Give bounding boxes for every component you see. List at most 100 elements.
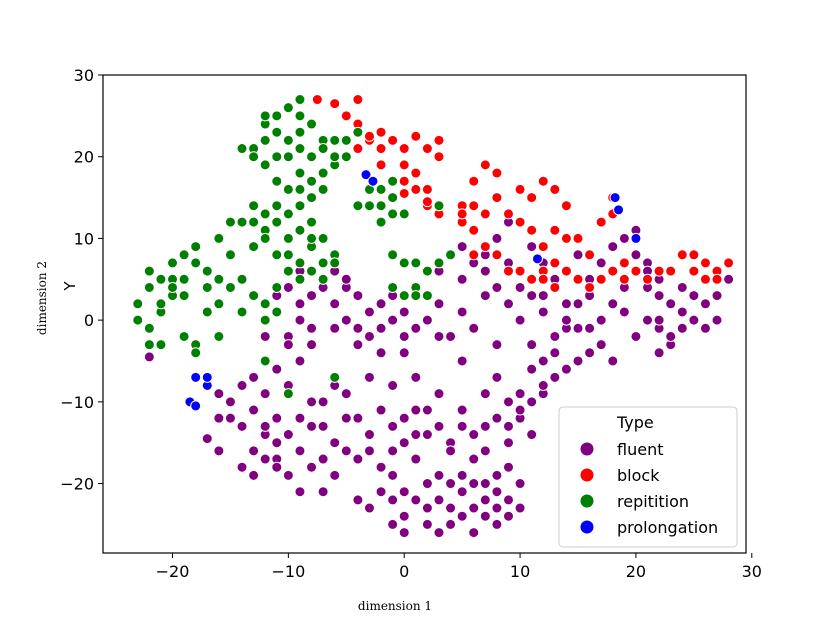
point-fluent — [363, 429, 375, 441]
legend-label-repitition: repitition — [617, 492, 689, 511]
x-axis-label: dimension 1 — [358, 599, 432, 613]
point-fluent — [537, 355, 549, 367]
legend-label-block: block — [617, 466, 660, 485]
point-fluent — [433, 330, 445, 342]
point-repitition — [387, 175, 399, 187]
point-fluent — [468, 527, 480, 539]
point-block — [375, 143, 387, 155]
point-fluent — [259, 330, 271, 342]
point-fluent — [224, 412, 236, 424]
point-repitition — [329, 134, 341, 146]
point-repitition — [317, 143, 329, 155]
point-fluent — [271, 461, 283, 473]
y-tick-label: 10 — [74, 229, 94, 248]
point-fluent — [294, 314, 306, 326]
point-fluent — [699, 298, 711, 310]
point-repitition — [329, 151, 341, 163]
point-fluent — [259, 420, 271, 432]
point-block — [479, 159, 491, 171]
point-repitition — [306, 175, 318, 187]
point-repitition — [363, 200, 375, 212]
point-fluent — [502, 420, 514, 432]
point-fluent — [468, 478, 480, 490]
point-block — [421, 183, 433, 195]
legend-label-fluent: fluent — [617, 440, 663, 459]
point-fluent — [340, 445, 352, 457]
point-fluent — [294, 412, 306, 424]
point-fluent — [352, 290, 364, 302]
point-repitition — [190, 257, 202, 269]
point-fluent — [398, 527, 410, 539]
point-block — [711, 273, 723, 285]
point-fluent — [294, 298, 306, 310]
point-fluent — [363, 330, 375, 342]
point-repitition — [190, 347, 202, 359]
point-block — [549, 281, 561, 293]
point-repitition — [213, 330, 225, 342]
point-fluent — [572, 298, 584, 310]
point-repitition — [155, 298, 167, 310]
point-fluent — [479, 290, 491, 302]
point-repitition — [317, 273, 329, 285]
point-fluent — [711, 314, 723, 326]
point-repitition — [143, 339, 155, 351]
point-block — [618, 273, 630, 285]
point-fluent — [723, 273, 735, 285]
point-repitition — [398, 208, 410, 220]
point-repitition — [317, 232, 329, 244]
point-block — [410, 183, 422, 195]
point-fluent — [201, 433, 213, 445]
point-fluent — [410, 371, 422, 383]
point-fluent — [688, 314, 700, 326]
point-repitition — [410, 290, 422, 302]
point-fluent — [294, 486, 306, 498]
point-fluent — [306, 396, 318, 408]
x-tick-label: 10 — [510, 562, 530, 581]
point-repitition — [294, 143, 306, 155]
point-fluent — [491, 486, 503, 498]
point-fluent — [421, 478, 433, 490]
point-repitition — [329, 371, 341, 383]
point-block — [572, 273, 584, 285]
point-repitition — [155, 339, 167, 351]
point-fluent — [352, 339, 364, 351]
point-fluent — [282, 339, 294, 351]
point-repitition — [317, 167, 329, 179]
point-repitition — [259, 110, 271, 122]
point-repitition — [329, 257, 341, 269]
point-fluent — [340, 412, 352, 424]
point-fluent — [363, 502, 375, 514]
point-repitition — [132, 298, 144, 310]
point-fluent — [445, 478, 457, 490]
point-fluent — [248, 445, 260, 457]
point-block — [514, 265, 526, 277]
point-repitition — [282, 232, 294, 244]
point-fluent — [306, 420, 318, 432]
point-repitition — [294, 183, 306, 195]
x-axis: −20 −10 0 10 20 30 — [156, 553, 762, 581]
point-repitition — [294, 167, 306, 179]
point-fluent — [456, 241, 468, 253]
point-fluent — [213, 388, 225, 400]
point-fluent — [549, 347, 561, 359]
point-block — [375, 159, 387, 171]
point-repitition — [282, 388, 294, 400]
point-fluent — [468, 453, 480, 465]
point-block — [352, 143, 364, 155]
series-repitition — [132, 94, 457, 400]
point-fluent — [433, 420, 445, 432]
point-block — [549, 257, 561, 269]
point-repitition — [201, 306, 213, 318]
point-fluent — [537, 379, 549, 391]
plot-frame — [102, 74, 747, 554]
point-block — [340, 110, 352, 122]
point-block — [468, 200, 480, 212]
point-prolongation — [190, 371, 202, 383]
point-block — [699, 257, 711, 269]
point-fluent — [282, 469, 294, 481]
point-block — [329, 98, 341, 110]
point-repitition — [340, 134, 352, 146]
point-fluent — [410, 453, 422, 465]
point-fluent — [375, 486, 387, 498]
point-block — [676, 249, 688, 261]
